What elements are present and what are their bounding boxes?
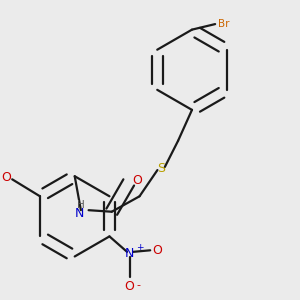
Text: O: O <box>153 244 163 257</box>
Text: +: + <box>136 243 143 252</box>
Text: N: N <box>125 247 134 260</box>
Text: -: - <box>136 280 140 290</box>
Text: Br: Br <box>218 19 230 29</box>
Text: S: S <box>157 162 165 175</box>
Text: H: H <box>77 200 85 210</box>
Text: O: O <box>132 174 142 188</box>
Text: N: N <box>75 207 85 220</box>
Text: O: O <box>124 280 134 292</box>
Text: O: O <box>1 171 10 184</box>
